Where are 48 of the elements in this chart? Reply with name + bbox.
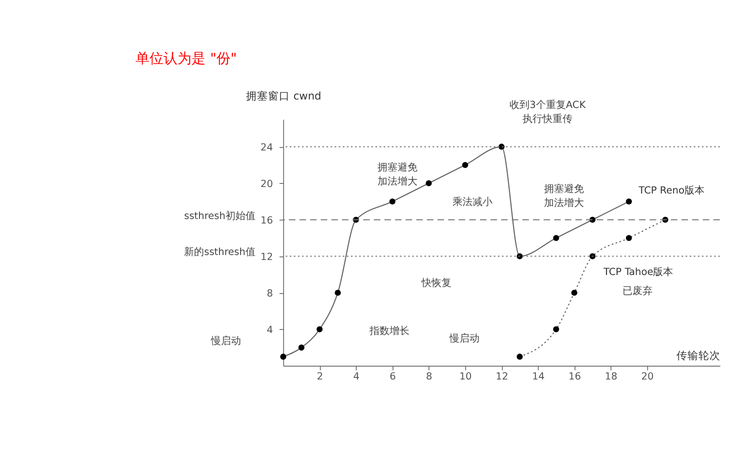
x-tick-label: 8 bbox=[426, 371, 432, 382]
y-axis-title: 拥塞窗口 cwnd bbox=[246, 89, 322, 102]
annotation: 已废弃 bbox=[622, 284, 652, 297]
annotation: 慢启动 bbox=[448, 332, 480, 344]
annotation: 乘法减小 bbox=[452, 196, 493, 208]
annotation: 拥塞避免加法增大 bbox=[544, 182, 584, 209]
y-tick-label: 8 bbox=[266, 288, 274, 300]
point bbox=[298, 344, 304, 351]
point bbox=[589, 253, 596, 260]
x-tick-label: 4 bbox=[353, 371, 360, 382]
y-tick-label: 12 bbox=[260, 252, 274, 263]
x-tick-label: 16 bbox=[568, 371, 581, 382]
point bbox=[516, 253, 523, 260]
y-tick-label: 24 bbox=[260, 142, 274, 154]
y-tick-label: 4 bbox=[266, 324, 274, 336]
x-tick-label: 12 bbox=[496, 371, 508, 382]
chart-title: 单位认为是 "份" bbox=[136, 51, 237, 68]
text: 慢启动 bbox=[210, 334, 242, 347]
series-label: TCP Tahoe版本 bbox=[602, 266, 674, 278]
point bbox=[553, 234, 560, 242]
x-tick-label: 18 bbox=[604, 371, 618, 382]
point bbox=[626, 198, 632, 205]
x-tick-label: 14 bbox=[532, 371, 545, 382]
annotation: 快恢复 bbox=[420, 276, 452, 289]
text: ssthresh初始值 bbox=[184, 210, 256, 222]
x-tick-label: 20 bbox=[641, 371, 654, 382]
annotation: 收到3个重复ACK执行快重传 bbox=[510, 98, 586, 125]
annotation: 拥塞避免加法增大 bbox=[377, 162, 418, 188]
x-axis-title: 传输轮次 bbox=[676, 348, 720, 362]
point bbox=[553, 326, 560, 332]
annotation: 指数增长 bbox=[368, 324, 410, 337]
x-tick-label: 2 bbox=[316, 371, 324, 382]
point bbox=[316, 326, 323, 332]
point bbox=[662, 216, 668, 223]
point bbox=[426, 180, 432, 186]
point bbox=[571, 290, 578, 296]
text: 新的ssthresh值 bbox=[184, 246, 256, 258]
x-tick-label: 10 bbox=[459, 371, 472, 382]
point bbox=[626, 234, 632, 242]
point bbox=[462, 162, 468, 168]
point bbox=[389, 198, 396, 205]
point bbox=[516, 354, 523, 360]
series-label: TCP Reno版本 bbox=[638, 184, 704, 196]
y-tick-label: 16 bbox=[260, 215, 274, 226]
y-tick-label: 20 bbox=[260, 178, 274, 190]
point bbox=[280, 354, 286, 360]
point bbox=[334, 290, 341, 296]
x-tick-label: 6 bbox=[390, 371, 396, 382]
